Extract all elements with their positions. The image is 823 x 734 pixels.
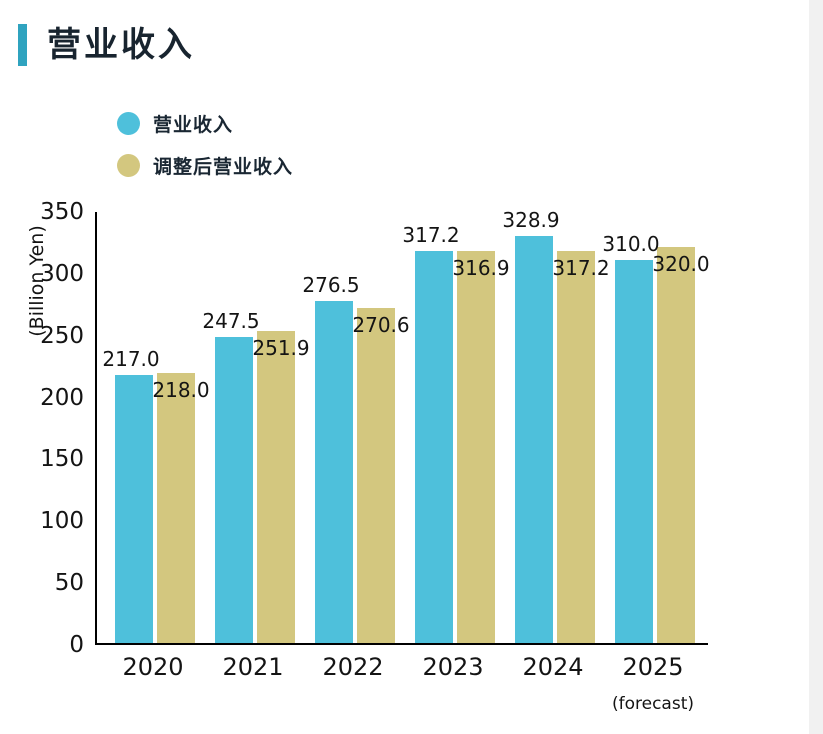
y-tick-label-150: 150: [40, 446, 84, 473]
bar-value-revenue-2023: 317.2: [402, 222, 460, 247]
bar-value-revenue-2020: 217.0: [102, 346, 160, 371]
x-tick-label-2023: 2023: [422, 653, 484, 681]
y-tick-label-100: 100: [40, 508, 84, 535]
y-tick-label-350: 350: [40, 199, 84, 225]
x-axis-tick-labels: 2020 2021 2022 2023 2024 2025: [0, 653, 823, 687]
x-tick-label-2021: 2021: [222, 653, 284, 681]
page-title: 营业收入: [47, 24, 195, 65]
bar-adjusted-revenue-2020: [157, 373, 195, 643]
y-tick-label-50: 50: [54, 570, 84, 597]
plot-area: 217.0 218.0 247.5 251.9 276.5 270.6 317.2 316.9…: [95, 208, 710, 645]
bar-value-adjusted-revenue-2024: 317.2: [552, 255, 610, 280]
bar-adjusted-revenue-2022: [357, 308, 395, 643]
bar-value-adjusted-revenue-2020: 218.0: [152, 378, 210, 403]
chart-header: 营业收入: [18, 24, 195, 66]
bar-revenue-2020: [115, 374, 153, 643]
bar-adjusted-revenue-2021: [257, 331, 295, 643]
x-tick-label-2022: 2022: [322, 653, 384, 681]
legend-swatch-adjusted-revenue: [117, 154, 140, 177]
y-tick-label-250: 250: [40, 322, 84, 349]
bar-value-adjusted-revenue-2022: 270.6: [352, 313, 410, 338]
bar-value-adjusted-revenue-2025: 320.0: [652, 252, 710, 277]
bar-value-adjusted-revenue-2021: 251.9: [252, 336, 310, 361]
bar-revenue-2024: [515, 236, 553, 643]
x-tick-label-2024: 2024: [522, 653, 584, 681]
bar-revenue-2023: [415, 250, 453, 643]
bar-adjusted-revenue-2025: [657, 247, 695, 643]
bar-adjusted-revenue-2023: [457, 250, 495, 643]
legend-swatch-revenue: [117, 112, 140, 135]
y-tick-label-0: 0: [69, 632, 84, 658]
bar-adjusted-revenue-2024: [557, 250, 595, 643]
bar-revenue-2022: [315, 300, 353, 643]
x-tick-label-2025: 2025: [622, 653, 684, 681]
bar-value-revenue-2021: 247.5: [202, 308, 260, 333]
bar-value-revenue-2024: 328.9: [502, 208, 560, 233]
bar-revenue-2021: [215, 336, 253, 643]
bar-value-revenue-2022: 276.5: [302, 272, 360, 297]
legend-item-adjusted-revenue: 调整后营业收入: [117, 152, 293, 179]
legend: 营业收入调整后营业收入: [117, 110, 293, 179]
title-accent-bar: [18, 24, 27, 66]
x-tick-label-2020: 2020: [122, 653, 184, 681]
y-tick-label-200: 200: [40, 384, 84, 411]
bar-value-revenue-2025: 310.0: [602, 231, 660, 256]
legend-item-revenue: 营业收入: [117, 110, 293, 137]
bar-value-adjusted-revenue-2023: 316.9: [452, 255, 510, 280]
y-tick-label-300: 300: [40, 260, 84, 287]
legend-label-adjusted-revenue: 调整后营业收入: [153, 156, 294, 178]
page-right-edge: [809, 0, 823, 734]
legend-label-revenue: 营业收入: [153, 114, 234, 136]
bar-revenue-2025: [615, 259, 653, 643]
forecast-note: (forecast): [611, 694, 695, 714]
